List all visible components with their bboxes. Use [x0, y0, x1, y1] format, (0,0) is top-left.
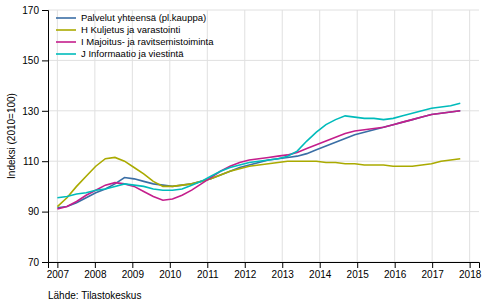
grid-line-x — [469, 10, 470, 262]
x-tick: 2014 — [309, 262, 332, 280]
x-tick: 2016 — [384, 262, 407, 280]
grid-line-x — [319, 10, 320, 262]
legend-label: Palvelut yhteensä (pl.kauppa) — [81, 12, 206, 23]
legend-label: H Kuljetus ja varastointi — [81, 24, 180, 35]
x-tick: 2007 — [47, 262, 70, 280]
x-tick-label: 2011 — [197, 269, 219, 280]
series-line — [57, 111, 460, 209]
grid-line-x — [282, 10, 283, 262]
x-tick: 2008 — [84, 262, 107, 280]
y-tick-mark — [42, 262, 48, 263]
grid-line-y — [48, 211, 479, 212]
y-tick: 110 — [23, 156, 48, 167]
series-line — [57, 157, 460, 206]
x-tick-mark — [395, 262, 396, 268]
x-tick-mark — [57, 262, 58, 268]
x-tick-label: 2007 — [47, 269, 70, 280]
y-tick-label: 90 — [28, 206, 40, 217]
legend-entry: H Kuljetus ja varastointi — [56, 24, 180, 35]
x-tick-label: 2017 — [422, 269, 445, 280]
x-tick-mark — [357, 262, 358, 268]
grid-line-y — [48, 60, 479, 61]
legend-entry: Palvelut yhteensä (pl.kauppa) — [56, 12, 206, 23]
legend-entry: I Majoitus- ja ravitsemistoiminta — [56, 36, 214, 47]
x-tick-mark — [207, 262, 208, 268]
x-tick-label: 2010 — [159, 269, 182, 280]
y-tick-label: 110 — [23, 156, 39, 167]
x-tick: 2010 — [159, 262, 182, 280]
y-tick-mark — [42, 111, 48, 112]
x-tick-label: 2008 — [84, 269, 107, 280]
x-axis: 2007 2008 2009 2010 2011 2012 2013 2014 2015 2016… — [47, 262, 482, 280]
x-tick: 2018 — [459, 262, 482, 280]
grid-line-x — [57, 10, 58, 262]
x-tick-label: 2018 — [459, 269, 482, 280]
x-tick-label: 2016 — [384, 269, 407, 280]
x-tick: 2013 — [272, 262, 295, 280]
y-tick-mark — [42, 10, 48, 11]
y-tick-label: 150 — [22, 55, 39, 66]
x-tick-mark — [245, 262, 246, 268]
y-tick-label: 70 — [28, 257, 40, 268]
y-tick-mark — [42, 212, 48, 213]
grid-line-y — [48, 10, 479, 11]
x-tick-label: 2014 — [309, 269, 332, 280]
x-tick-label: 2012 — [234, 269, 257, 280]
grid-line-x — [207, 10, 208, 262]
x-tick: 2017 — [422, 262, 445, 280]
legend-swatch — [56, 29, 76, 31]
x-tick-mark — [95, 262, 96, 268]
x-tick-mark — [170, 262, 171, 268]
plot: 2007 2008 2009 2010 2011 2012 2013 2014 2015 2016… — [22, 5, 481, 280]
grid-line-x — [394, 10, 395, 262]
legend-entry: J Informaatio ja viestintä — [56, 48, 184, 59]
y-tick: 150 — [22, 55, 48, 66]
x-tick: 2011 — [197, 262, 219, 280]
x-tick-label: 2013 — [272, 269, 295, 280]
legend-label: J Informaatio ja viestintä — [81, 48, 184, 59]
x-tick-mark — [282, 262, 283, 268]
y-axis-line — [42, 11, 49, 263]
series-line — [57, 103, 460, 198]
x-tick-label: 2015 — [347, 269, 370, 280]
chart: 2007 2008 2009 2010 2011 2012 2013 2014 2015 2016… — [0, 0, 493, 304]
x-tick: 2012 — [234, 262, 257, 280]
x-tick: 2009 — [122, 262, 145, 280]
y-tick: 130 — [22, 106, 48, 117]
x-tick-label: 2009 — [122, 269, 145, 280]
legend-swatch — [56, 41, 76, 43]
grid-line-y — [48, 110, 479, 111]
y-tick: 70 — [28, 257, 48, 268]
legend-swatch — [56, 53, 76, 55]
x-tick: 2015 — [347, 262, 370, 280]
y-axis: 70 90 110 130 150 170 — [22, 5, 48, 268]
grid — [48, 10, 479, 262]
grid-line-x — [432, 10, 433, 262]
y-tick-mark — [42, 161, 48, 162]
legend: Palvelut yhteensä (pl.kauppa)H Kuljetus … — [56, 12, 214, 59]
grid-line-x — [357, 10, 358, 262]
y-tick-label: 130 — [22, 106, 39, 117]
y-axis-title: Indeksi (2010=100) — [6, 93, 17, 179]
x-tick-mark — [132, 262, 133, 268]
source: Lähde: Tilastokeskus — [48, 290, 141, 301]
x-tick-mark — [470, 262, 471, 268]
x-tick-mark — [320, 262, 321, 268]
y-tick-mark — [42, 60, 48, 61]
y-tick-label: 170 — [22, 5, 39, 16]
x-tick-mark — [432, 262, 433, 268]
y-tick: 90 — [28, 206, 48, 217]
y-tick: 170 — [22, 5, 48, 16]
legend-swatch — [56, 17, 76, 19]
legend-label: I Majoitus- ja ravitsemistoiminta — [81, 36, 214, 47]
lines — [57, 103, 460, 209]
x-axis-line — [49, 263, 480, 269]
grid-line-x — [244, 10, 245, 262]
